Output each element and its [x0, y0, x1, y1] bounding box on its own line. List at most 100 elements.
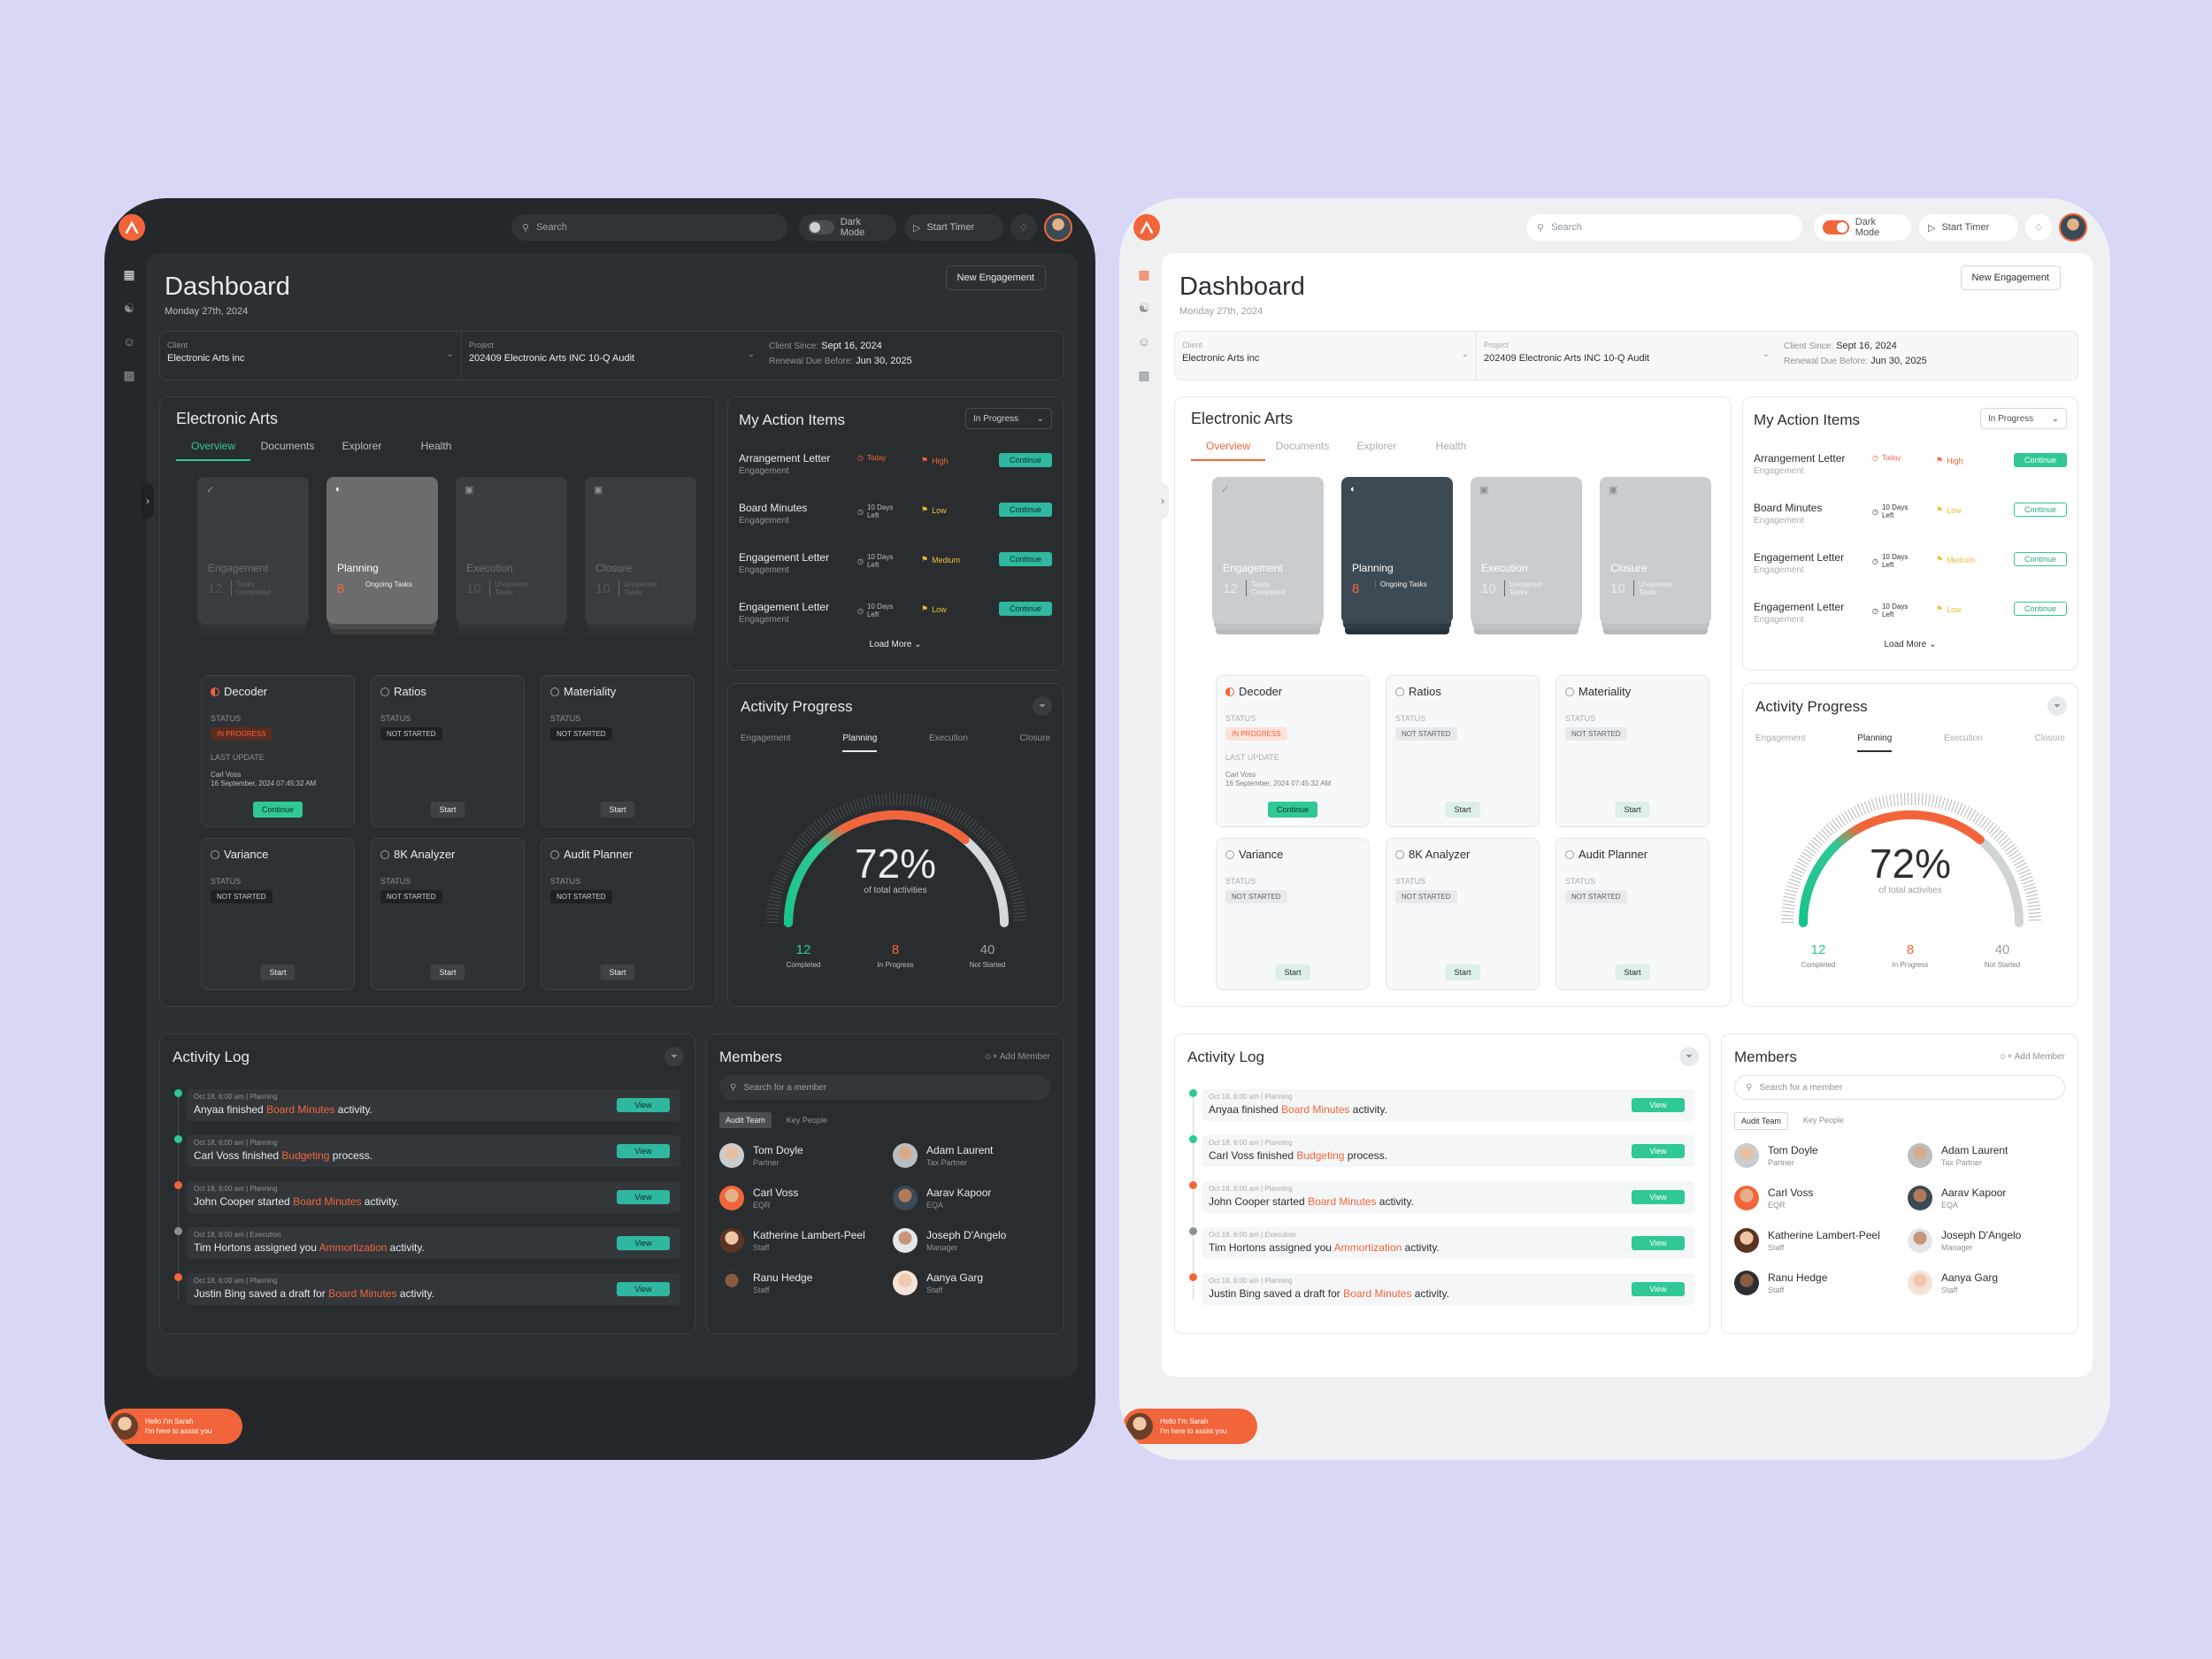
continue-button[interactable]: Continue — [999, 453, 1052, 467]
log-link[interactable]: Board Minutes — [328, 1287, 397, 1300]
action-item[interactable]: Board Minutes Engagement ◷ 10 Days Left ⚑ Low… — [739, 496, 1052, 535]
continue-button[interactable]: Continue — [2014, 503, 2067, 517]
tab-explorer[interactable]: Explorer — [1356, 440, 1397, 452]
view-button[interactable]: View — [1632, 1144, 1685, 1158]
tab-audit-team[interactable]: Audit Team — [719, 1112, 772, 1128]
folder-icon[interactable]: ▩ — [123, 367, 135, 382]
team-icon[interactable]: ☺ — [1137, 334, 1151, 349]
start-button[interactable]: Start — [1445, 802, 1480, 818]
tool-card-materiality[interactable]: Materiality STATUS NOT STARTED Start — [1555, 675, 1709, 827]
member-item[interactable]: Katherine Lambert-Peel Staff — [1734, 1225, 1893, 1256]
dark-mode-toggle[interactable]: Dark Mode — [1814, 214, 1911, 241]
stage-card-engagement[interactable]: ✓ Engagement 12 Tasks Completed — [197, 477, 309, 624]
action-item[interactable]: Engagement Letter Engagement ◷ 10 Days Left… — [739, 595, 1052, 634]
start-button[interactable]: Start — [600, 802, 635, 818]
tool-card-decoder[interactable]: Decoder STATUS IN PROGRESS LAST UPDATE C… — [201, 675, 355, 827]
search-bar[interactable]: ⚲ Search — [1526, 214, 1802, 241]
user-avatar[interactable] — [2059, 213, 2087, 242]
tab-key-people[interactable]: Key People — [786, 1116, 827, 1125]
tab-closure[interactable]: Closure — [1019, 733, 1050, 743]
hierarchy-icon[interactable]: ☯ — [1138, 300, 1150, 315]
tool-card-variance[interactable]: Variance STATUS NOT STARTED Start — [1216, 838, 1370, 990]
member-item[interactable]: Ranu Hedge Staff — [719, 1268, 879, 1298]
project-select[interactable]: Project 202409 Electronic Arts INC 10-Q A… — [461, 332, 762, 380]
tab-health[interactable]: Health — [420, 440, 452, 452]
stage-card-planning[interactable]: ◐ Planning 8 Ongoing Tasks — [326, 477, 438, 624]
view-button[interactable]: View — [617, 1144, 670, 1158]
folder-icon[interactable]: ▩ — [1138, 367, 1150, 382]
tab-closure[interactable]: Closure — [2034, 733, 2065, 743]
assistant-chat-button[interactable]: Hello I'm Sarah I'm here to assist you — [1123, 1409, 1257, 1444]
sidebar-expand-button[interactable]: › — [1156, 483, 1169, 518]
action-item[interactable]: Board Minutes Engagement ◷ 10 Days Left ⚑ Low… — [1754, 496, 2067, 535]
add-member-button[interactable]: ☺+ Add Member — [1998, 1052, 2065, 1062]
tab-explorer[interactable]: Explorer — [342, 440, 382, 452]
tool-card-decoder[interactable]: Decoder STATUS IN PROGRESS LAST UPDATE C… — [1216, 675, 1370, 827]
new-engagement-button[interactable]: New Engagement — [1960, 265, 2061, 290]
tab-key-people[interactable]: Key People — [1802, 1116, 1844, 1125]
continue-button[interactable]: Continue — [1267, 802, 1318, 818]
start-timer-button[interactable]: ▷ Start Timer — [1919, 214, 2018, 241]
filter-icon[interactable]: ⏷ — [2047, 696, 2067, 716]
member-item[interactable]: Carl Voss EQR — [719, 1183, 879, 1213]
member-item[interactable]: Aanya Garg Staff — [1908, 1268, 2067, 1298]
log-link[interactable]: Board Minutes — [1308, 1195, 1377, 1208]
member-item[interactable]: Ranu Hedge Staff — [1734, 1268, 1893, 1298]
log-link[interactable]: Budgeting — [281, 1149, 330, 1162]
continue-button[interactable]: Continue — [2014, 453, 2067, 467]
stage-card-closure[interactable]: ▣ Closure 10 Unopened Tasks — [1600, 477, 1711, 624]
view-button[interactable]: View — [617, 1236, 670, 1250]
member-item[interactable]: Tom Doyle Partner — [719, 1141, 879, 1171]
app-logo[interactable] — [119, 214, 145, 241]
load-more-button[interactable]: Load More ⌄ — [728, 640, 1063, 649]
stage-card-planning[interactable]: ◐ Planning 8 Ongoing Tasks — [1341, 477, 1453, 624]
member-item[interactable]: Adam Laurent Tax Partner — [893, 1141, 1052, 1171]
tool-card-variance[interactable]: Variance STATUS NOT STARTED Start — [201, 838, 355, 990]
search-bar[interactable]: ⚲ Search — [511, 214, 787, 241]
member-search-input[interactable]: ⚲ Search for a member — [1734, 1075, 2065, 1100]
toggle-switch[interactable] — [1823, 220, 1849, 234]
client-select[interactable]: Client Electronic Arts inc ⌄ — [1175, 332, 1476, 380]
start-button[interactable]: Start — [260, 964, 296, 980]
app-logo[interactable] — [1133, 214, 1160, 241]
log-link[interactable]: Ammortization — [319, 1241, 388, 1254]
tab-execution[interactable]: Execution — [928, 733, 968, 743]
filter-icon[interactable]: ⏷ — [664, 1047, 684, 1066]
member-item[interactable]: Katherine Lambert-Peel Staff — [719, 1225, 879, 1256]
tab-execution[interactable]: Execution — [1943, 733, 1983, 743]
action-item[interactable]: Arrangement Letter Engagement ◷ Today ⚑ High C… — [739, 447, 1052, 486]
add-member-button[interactable]: ☺+ Add Member — [983, 1052, 1050, 1062]
stage-card-execution[interactable]: ▣ Execution 10 Unopened Tasks — [1471, 477, 1582, 624]
action-item[interactable]: Engagement Letter Engagement ◷ 10 Days Left… — [1754, 595, 2067, 634]
status-filter-select[interactable]: In Progress ⌄ — [965, 408, 1052, 429]
project-select[interactable]: Project 202409 Electronic Arts INC 10-Q A… — [1476, 332, 1777, 380]
status-filter-select[interactable]: In Progress ⌄ — [1980, 408, 2067, 429]
action-item[interactable]: Engagement Letter Engagement ◷ 10 Days Left… — [739, 546, 1052, 585]
continue-button[interactable]: Continue — [999, 503, 1052, 517]
member-item[interactable]: Tom Doyle Partner — [1734, 1141, 1893, 1171]
tool-card-ratios[interactable]: Ratios STATUS NOT STARTED Start — [371, 675, 525, 827]
log-link[interactable]: Board Minutes — [1281, 1103, 1350, 1116]
notifications-button[interactable]: ♢ — [2025, 214, 2052, 241]
tab-documents[interactable]: Documents — [260, 440, 315, 452]
hierarchy-icon[interactable]: ☯ — [123, 300, 135, 315]
member-item[interactable]: Joseph D'Angelo Manager — [893, 1225, 1052, 1256]
log-link[interactable]: Budgeting — [1296, 1149, 1345, 1162]
new-engagement-button[interactable]: New Engagement — [945, 265, 1046, 290]
member-item[interactable]: Aarav Kapoor EQA — [1908, 1183, 2067, 1213]
start-button[interactable]: Start — [430, 964, 465, 980]
continue-button[interactable]: Continue — [252, 802, 303, 818]
filter-icon[interactable]: ⏷ — [1679, 1047, 1699, 1066]
start-button[interactable]: Start — [1445, 964, 1480, 980]
start-button[interactable]: Start — [600, 964, 635, 980]
tool-card-materiality[interactable]: Materiality STATUS NOT STARTED Start — [541, 675, 695, 827]
view-button[interactable]: View — [1632, 1190, 1685, 1204]
stage-card-engagement[interactable]: ✓ Engagement 12 Tasks Completed — [1212, 477, 1324, 624]
log-link[interactable]: Board Minutes — [293, 1195, 362, 1208]
member-item[interactable]: Joseph D'Angelo Manager — [1908, 1225, 2067, 1256]
start-button[interactable]: Start — [1615, 802, 1650, 818]
view-button[interactable]: View — [617, 1190, 670, 1204]
tool-card-ratios[interactable]: Ratios STATUS NOT STARTED Start — [1386, 675, 1540, 827]
view-button[interactable]: View — [617, 1282, 670, 1296]
client-select[interactable]: Client Electronic Arts inc ⌄ — [160, 332, 461, 380]
